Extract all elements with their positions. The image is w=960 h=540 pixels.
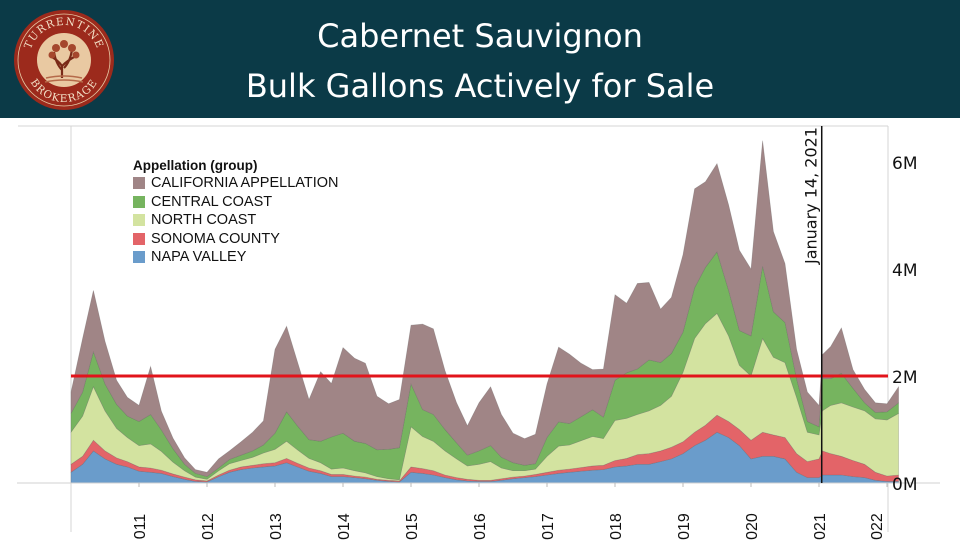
turrentine-brokerage-logo: TURRENTINE BROKERAGE — [14, 10, 114, 110]
legend-item-central-coast[interactable]: CENTRAL COAST — [133, 193, 339, 212]
x-tick-label: 2019 — [676, 513, 693, 540]
y-tick-label: 0M — [892, 475, 917, 495]
x-tick-label: 2022 — [869, 513, 886, 540]
chart-title-line2: Bulk Gallons Actively for Sale — [245, 67, 715, 105]
legend-item-sonoma-county[interactable]: SONOMA COUNTY — [133, 230, 339, 249]
legend-swatch-north-coast — [133, 214, 145, 227]
x-tick-label: 2013 — [268, 513, 285, 540]
legend-swatch-napa-valley — [133, 251, 145, 264]
stacked-area-chart: 2011 2012 2013 2014 2015 2016 2017 2018 2019 2020… — [17, 125, 940, 540]
legend-label-napa-valley: NAPA VALLEY — [151, 249, 247, 266]
header-banner: TURRENTINE BROKERAGE Cabernet Sauvignon … — [0, 0, 960, 118]
legend-swatch-sonoma-county — [133, 232, 145, 245]
x-tick-label: 2012 — [200, 513, 217, 540]
legend-item-california[interactable]: CALIFORNIA APPELLATION — [133, 174, 339, 193]
legend-label-sonoma-county: SONOMA COUNTY — [151, 230, 280, 247]
legend: Appellation (group) CALIFORNIA APPELLATI… — [133, 157, 339, 267]
area-california-appellation — [70, 140, 899, 477]
y-tick-label: 4M — [892, 261, 917, 281]
legend-swatch-central-coast — [133, 195, 145, 208]
x-tick-label: 2014 — [336, 513, 353, 540]
x-tick-label: 2020 — [744, 513, 761, 540]
chart-title-line1: Cabernet Sauvignon — [317, 17, 643, 55]
legend-item-north-coast[interactable]: NORTH COAST — [133, 211, 339, 230]
legend-swatch-california — [133, 177, 145, 190]
annotations: January 14, 2021 — [71, 126, 888, 483]
legend-label-california: CALIFORNIA APPELLATION — [151, 175, 339, 192]
x-tick-labels: 2011 2012 2013 2014 2015 2016 2017 2018 2019 2020… — [132, 483, 888, 540]
x-tick-label: 2015 — [404, 513, 421, 540]
legend-title: Appellation (group) — [133, 158, 258, 173]
legend-label-north-coast: NORTH COAST — [151, 212, 257, 229]
y-tick-labels: 0M 2M 4M 6M — [892, 154, 917, 495]
legend-item-napa-valley[interactable]: NAPA VALLEY — [133, 248, 339, 267]
legend-label-central-coast: CENTRAL COAST — [151, 193, 273, 210]
x-tick-label: 2016 — [472, 513, 489, 540]
y-tick-label: 2M — [892, 368, 917, 388]
x-tick-label: 2011 — [132, 514, 149, 540]
area-series — [70, 140, 899, 484]
y-tick-label: 6M — [892, 154, 917, 174]
x-tick-label: 2021 — [812, 513, 829, 540]
x-tick-label: 2017 — [540, 513, 557, 540]
date-marker-label: January 14, 2021 — [802, 127, 821, 265]
x-tick-label: 2018 — [608, 513, 625, 540]
